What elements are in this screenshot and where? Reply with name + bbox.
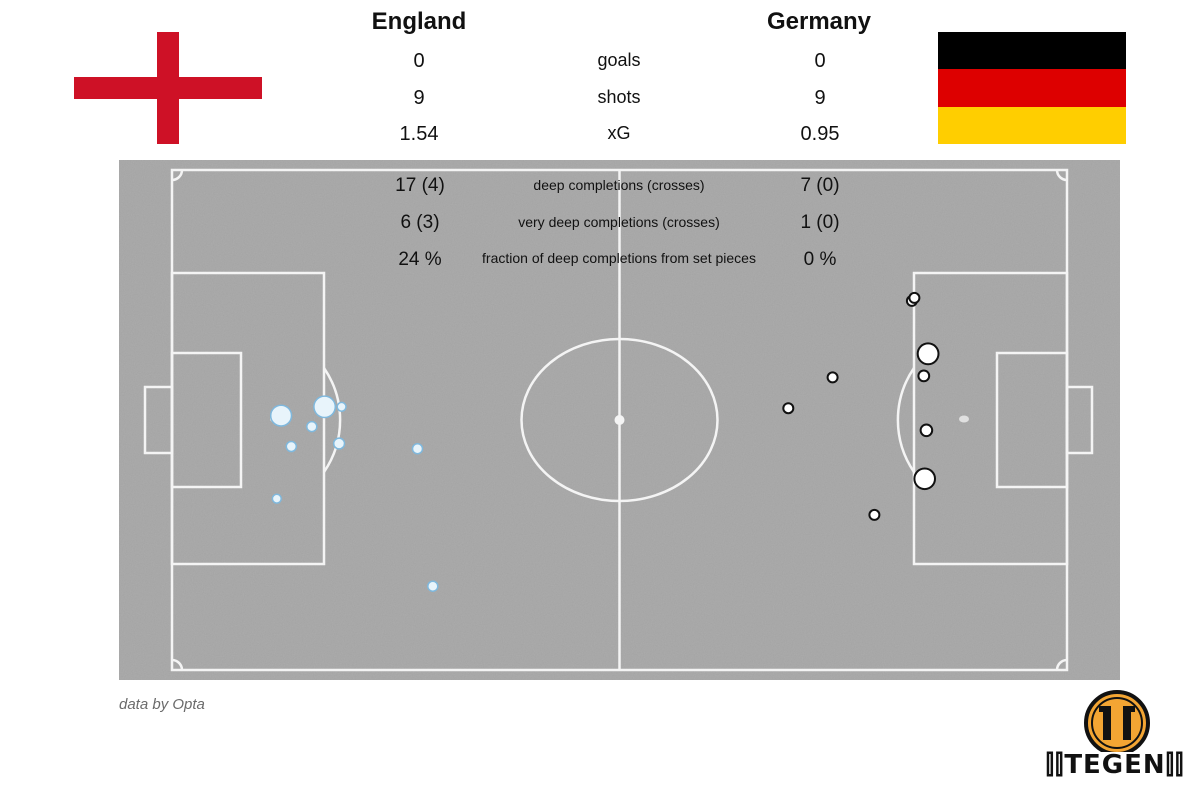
germany-shot-marker xyxy=(913,467,937,491)
very-deep-completions-label: very deep completions (crosses) xyxy=(518,214,720,230)
corner-arc-tl xyxy=(171,169,184,182)
home-shots: 9 xyxy=(413,87,425,109)
england-shot-marker xyxy=(306,420,318,433)
set-piece-fraction-label: fraction of deep completions from set pi… xyxy=(482,250,756,266)
england-shot-marker xyxy=(269,404,293,427)
germany-stripe-red xyxy=(938,69,1126,107)
home-deep-completions: 17 (4) xyxy=(395,175,445,196)
germany-shot-marker xyxy=(782,402,795,415)
germany-shot-marker xyxy=(908,291,921,304)
away-goals: 0 xyxy=(814,50,826,72)
logo-wordmark: TEGEN xyxy=(1064,750,1166,780)
xg-label: xG xyxy=(607,123,631,143)
home-very-deep-completions: 6 (3) xyxy=(400,212,439,233)
shots-label: shots xyxy=(597,87,641,107)
germany-shot-marker xyxy=(868,508,881,521)
corner-arc-tr xyxy=(1055,169,1068,182)
germany-stripe-black xyxy=(938,32,1126,70)
center-spot xyxy=(614,415,625,425)
germany-shot-marker xyxy=(826,371,839,384)
left-penalty-arc xyxy=(322,367,342,473)
germany-shot-marker xyxy=(916,342,940,366)
pitch-stats: 17 (4) deep completions (crosses) 7 (0) … xyxy=(395,175,839,270)
england-shot-marker xyxy=(427,580,439,592)
home-set-piece-fraction: 24 % xyxy=(398,249,441,270)
home-xg: 1.54 xyxy=(399,123,439,145)
england-shot-marker xyxy=(336,401,347,412)
england-cross-vertical xyxy=(157,32,179,144)
away-xg: 0.95 xyxy=(800,123,840,145)
england-shot-marker xyxy=(271,493,282,504)
germany-shot-marker xyxy=(919,423,934,438)
germany-flag xyxy=(938,32,1126,144)
england-shot-marker xyxy=(285,440,298,453)
england-shot-marker xyxy=(313,395,337,419)
deep-completions-label: deep completions (crosses) xyxy=(533,177,704,193)
right-penalty-spot xyxy=(959,415,969,423)
away-shots: 9 xyxy=(814,87,826,109)
england-shot-marker xyxy=(411,442,424,455)
germany-shot-marker xyxy=(917,369,931,383)
away-team-name: Germany xyxy=(766,8,872,35)
shot-map-pitch: 17 (4) deep completions (crosses) 7 (0) … xyxy=(119,160,1120,680)
pitch-markings xyxy=(143,168,1094,672)
home-team-name: England xyxy=(371,8,467,35)
shots-layer xyxy=(269,291,940,592)
logo-text: ⫿⫿TEGEN⫿⫿ xyxy=(1045,750,1185,780)
goals-label: goals xyxy=(597,50,641,70)
corner-arc-br xyxy=(1055,658,1068,671)
england-shot-marker xyxy=(332,437,346,450)
england-flag xyxy=(74,32,262,144)
away-very-deep-completions: 1 (0) xyxy=(800,212,839,233)
corner-arc-bl xyxy=(171,658,184,671)
11tegen11-logo: ⫿⫿TEGEN⫿⫿ xyxy=(1040,688,1190,794)
germany-stripe-gold xyxy=(938,106,1126,144)
home-goals: 0 xyxy=(413,50,425,72)
away-deep-completions: 7 (0) xyxy=(800,175,839,196)
right-goal xyxy=(1065,385,1094,455)
data-credit: data by Opta xyxy=(119,696,205,713)
logo-badge-icon xyxy=(1084,690,1150,756)
right-penalty-arc xyxy=(896,367,916,473)
left-goal xyxy=(143,385,174,455)
center-circle xyxy=(520,337,719,503)
away-set-piece-fraction: 0 % xyxy=(804,249,837,270)
